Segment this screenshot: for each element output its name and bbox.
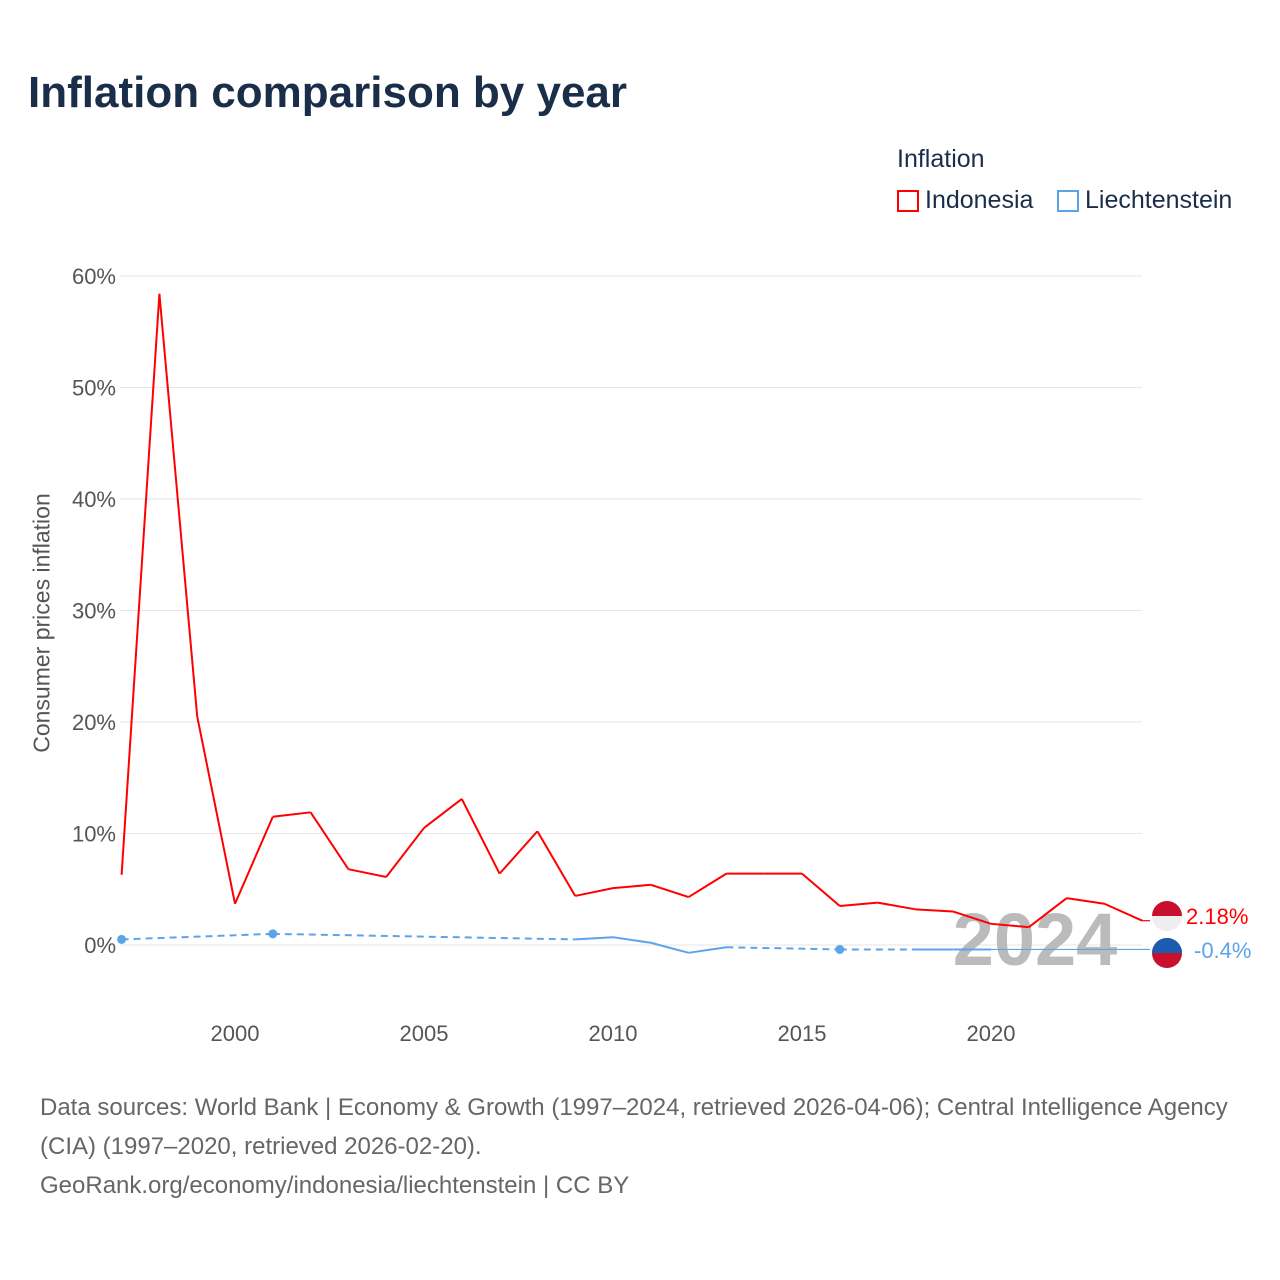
liechtenstein-segment bbox=[688, 946, 727, 954]
liechtenstein-segment bbox=[575, 936, 614, 941]
liechtenstein-point bbox=[268, 929, 278, 939]
y-tick-label: 0% bbox=[84, 933, 116, 958]
indonesia-segment bbox=[612, 883, 651, 890]
indonesia-segment bbox=[877, 901, 916, 911]
indonesia-segment bbox=[348, 868, 387, 878]
liechtenstein-segment bbox=[612, 936, 651, 944]
liechtenstein-segment bbox=[650, 941, 689, 954]
indonesia-end-label: 2.18% bbox=[1186, 904, 1248, 929]
indonesia-segment bbox=[574, 887, 614, 897]
liechtenstein-end-label: -0.4% bbox=[1194, 938, 1251, 963]
x-tick-label: 2015 bbox=[778, 1021, 827, 1046]
indonesia-segment bbox=[498, 830, 539, 875]
indonesia-segment bbox=[385, 827, 425, 878]
y-tick-label: 50% bbox=[72, 376, 116, 401]
liechtenstein-segment bbox=[726, 946, 840, 951]
legend-title: Inflation bbox=[897, 145, 985, 173]
y-tick-label: 10% bbox=[72, 822, 116, 847]
liechtenstein-flag-top bbox=[1152, 938, 1182, 953]
indonesia-segment bbox=[309, 811, 350, 870]
indonesia-flag-top bbox=[1152, 901, 1182, 916]
x-tick-label: 2020 bbox=[967, 1021, 1016, 1046]
legend-label: Indonesia bbox=[925, 186, 1034, 214]
indonesia-segment bbox=[1103, 902, 1143, 922]
legend-swatch bbox=[897, 189, 919, 212]
indonesia-segment bbox=[688, 872, 727, 898]
indonesia-segment bbox=[234, 816, 274, 905]
x-tick-label: 2005 bbox=[400, 1021, 449, 1046]
indonesia-segment bbox=[650, 883, 689, 899]
indonesia-segment bbox=[120, 293, 161, 875]
chart-plot: 0% 10% 20% 30% 40% 50% 60% 2000 2005 2010 2015 2020… bbox=[72, 264, 1252, 1046]
legend-item-liechtenstein[interactable]: Liechtenstein bbox=[1057, 186, 1232, 215]
indonesia-segment bbox=[196, 716, 236, 904]
liechtenstein-segment bbox=[272, 932, 576, 941]
x-tick-label: 2000 bbox=[211, 1021, 260, 1046]
y-tick-label: 30% bbox=[72, 599, 116, 624]
indonesia-segment bbox=[952, 910, 992, 925]
indonesia-segment bbox=[460, 798, 501, 875]
indonesia-segment bbox=[990, 922, 1029, 929]
chart-title: Inflation comparison by year bbox=[28, 68, 628, 117]
year-watermark: 2024 bbox=[953, 898, 1118, 981]
indonesia-segment bbox=[423, 798, 463, 829]
y-tick-label: 40% bbox=[72, 487, 116, 512]
sources-note: Data sources: World Bank | Economy & Gro… bbox=[40, 1088, 1240, 1205]
x-tick-label: 2010 bbox=[589, 1021, 638, 1046]
liechtenstein-segment bbox=[121, 932, 273, 941]
indonesia-segment bbox=[158, 293, 199, 717]
legend-item-indonesia[interactable]: Indonesia bbox=[897, 186, 1033, 215]
y-tick-label: 60% bbox=[72, 264, 116, 289]
indonesia-segment bbox=[272, 811, 311, 818]
indonesia-segment bbox=[801, 872, 841, 907]
indonesia-segment bbox=[1066, 897, 1105, 905]
liechtenstein-point bbox=[117, 934, 127, 944]
sources-text: Data sources: World Bank | Economy & Gro… bbox=[40, 1094, 1228, 1160]
attribution-link[interactable]: GeoRank.org/economy/indonesia/liechtenst… bbox=[40, 1172, 630, 1199]
legend-label: Liechtenstein bbox=[1085, 186, 1233, 214]
indonesia-segment bbox=[1028, 897, 1068, 928]
indonesia-segment bbox=[839, 901, 878, 907]
liechtenstein-point bbox=[835, 944, 845, 954]
legend-swatch bbox=[1057, 189, 1079, 212]
indonesia-segment bbox=[536, 830, 577, 897]
indonesia-segment bbox=[915, 908, 954, 913]
y-tick-label: 20% bbox=[72, 710, 116, 735]
